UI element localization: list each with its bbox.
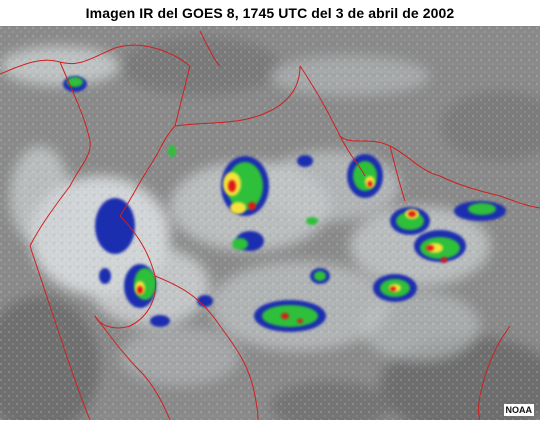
convection-red <box>137 180 447 323</box>
ir-image-canvas <box>0 26 540 425</box>
source-credit: NOAA <box>503 404 534 416</box>
political-borders <box>0 30 540 421</box>
satellite-ir-image <box>0 26 540 425</box>
cloud-texture <box>0 26 540 420</box>
title-bar: Imagen IR del GOES 8, 1745 UTC del 3 de … <box>0 0 540 26</box>
convection-green <box>67 77 496 327</box>
image-title: Imagen IR del GOES 8, 1745 UTC del 3 de … <box>85 5 455 21</box>
